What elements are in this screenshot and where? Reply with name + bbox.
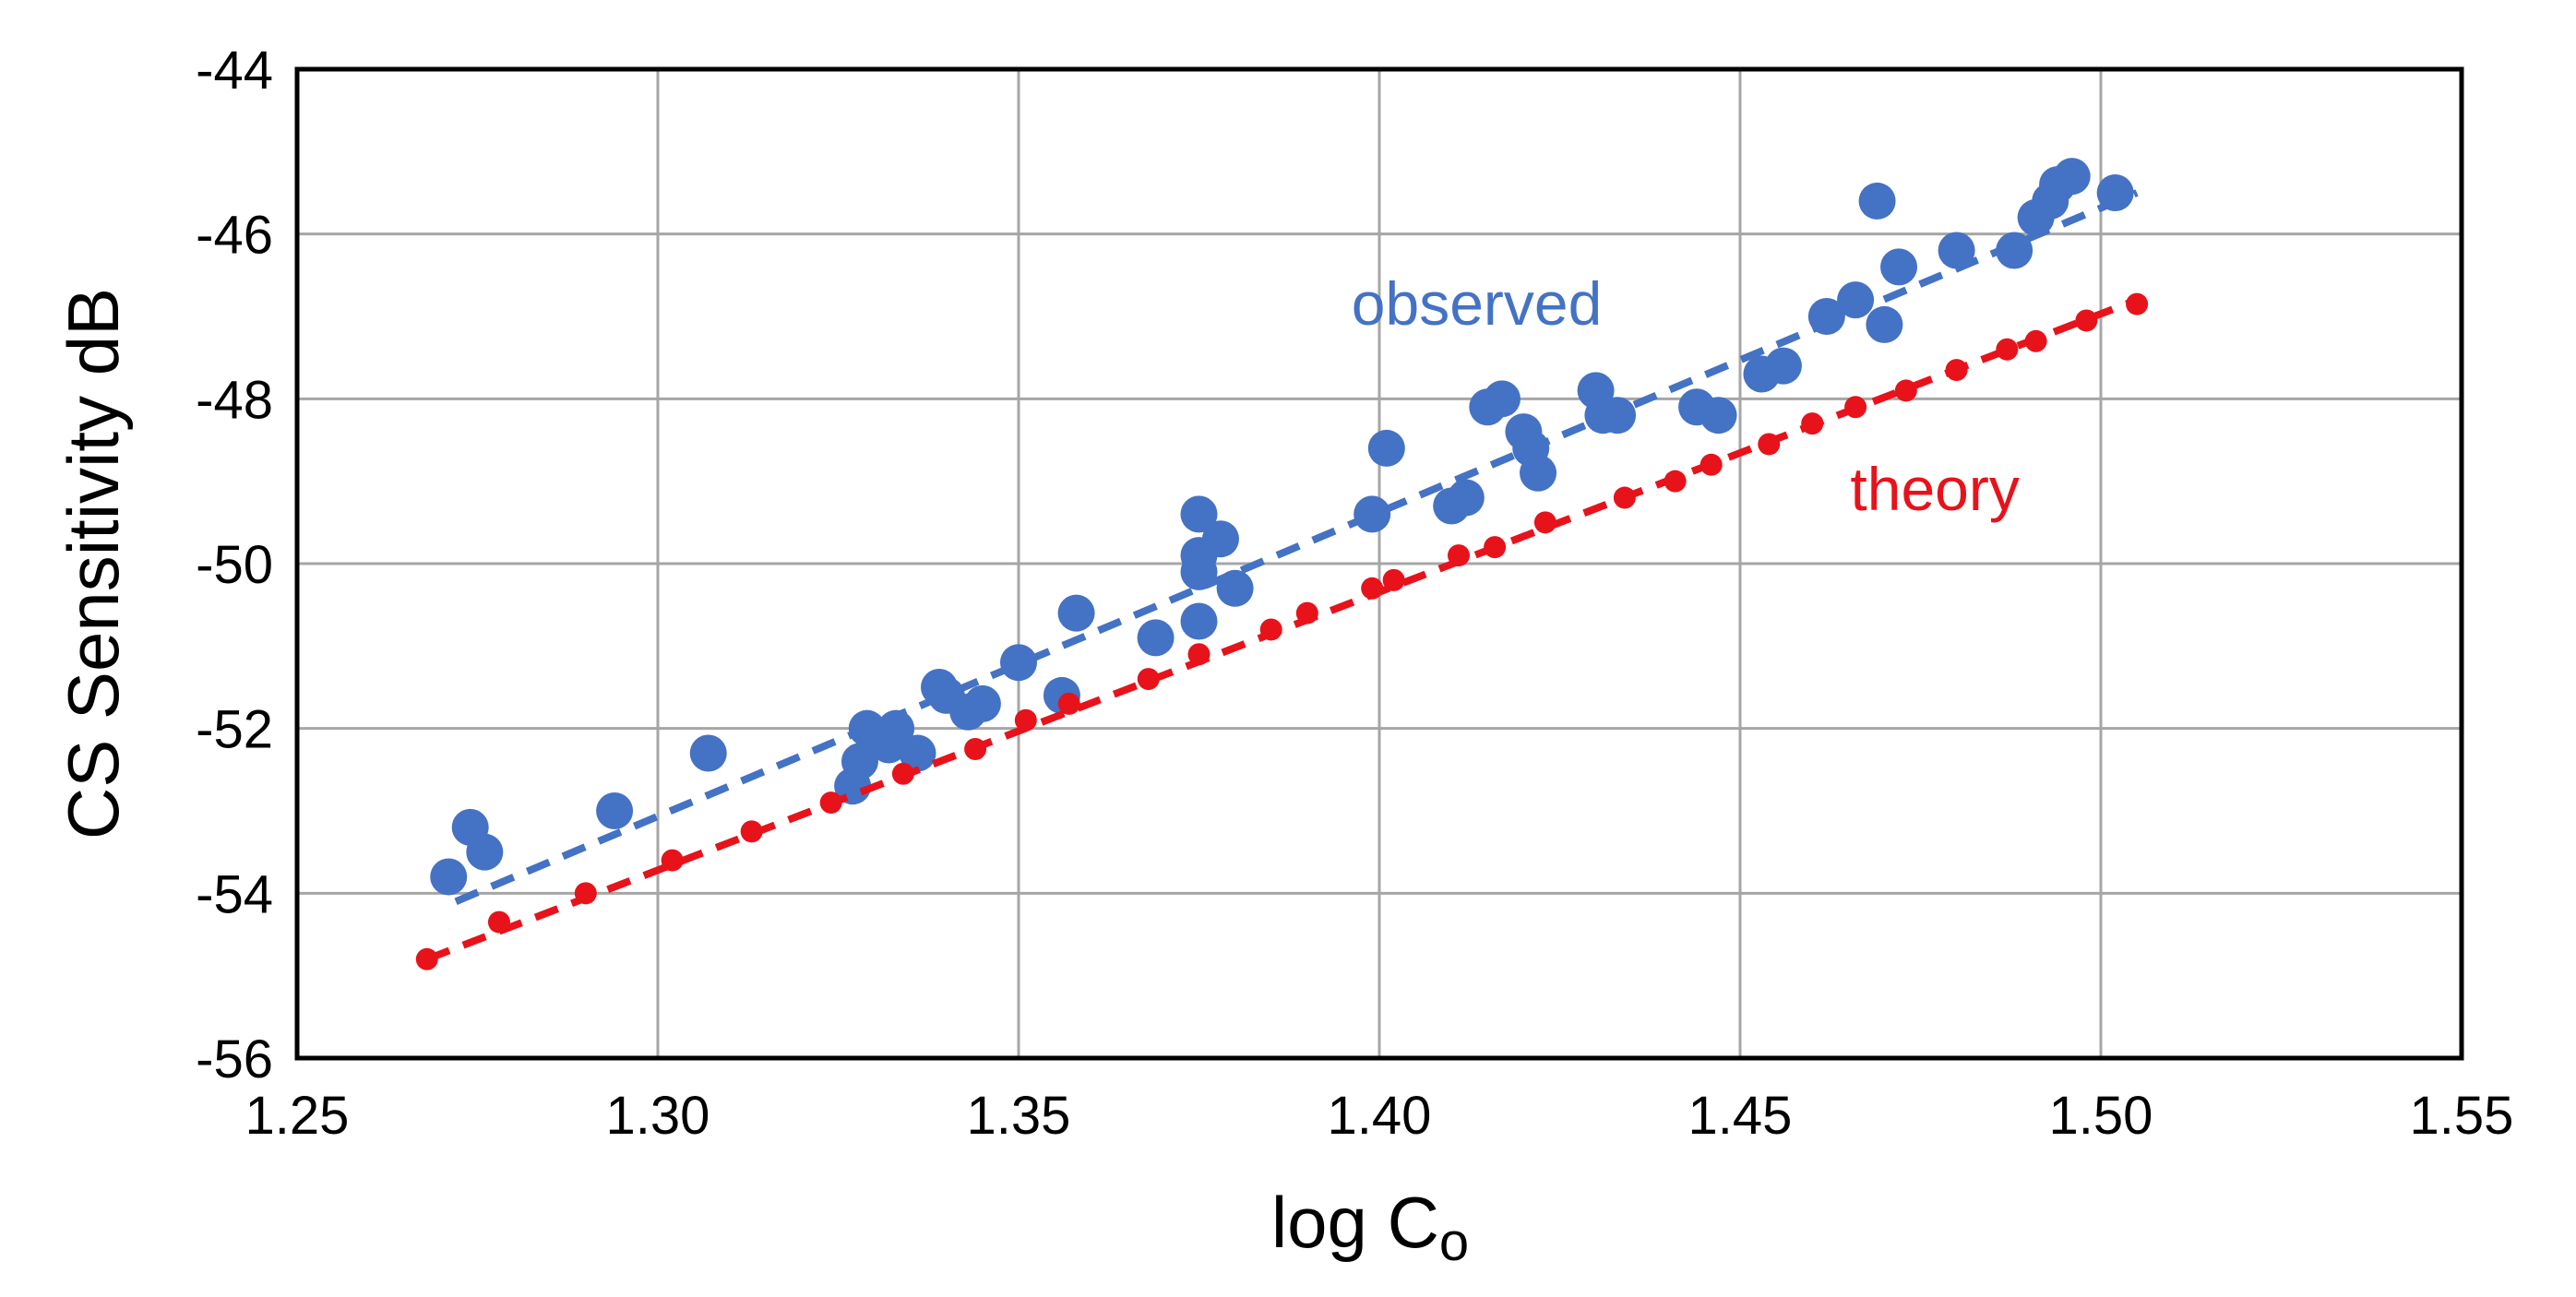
theory-data-point <box>1894 379 1917 402</box>
theory-data-point <box>1057 692 1080 715</box>
theory-data-point <box>1295 601 1318 625</box>
observed-data-point <box>1367 429 1405 467</box>
x-axis-title: log Co <box>1271 1182 1469 1272</box>
y-tick-label: -56 <box>196 1029 273 1089</box>
series-label-theory: theory <box>1850 455 2019 523</box>
y-tick-label: -48 <box>196 370 273 430</box>
observed-data-point <box>1699 397 1737 434</box>
series-theory <box>415 292 2149 970</box>
y-tick-label: -46 <box>196 206 273 266</box>
x-tick-label: 1.25 <box>245 1086 350 1146</box>
grid-lines <box>297 69 2462 1058</box>
observed-data-point <box>1201 520 1239 558</box>
observed-data-point <box>2096 174 2134 211</box>
x-axis-title-main: log C <box>1271 1182 1439 1263</box>
observed-data-point <box>877 709 915 747</box>
theory-data-point <box>1945 359 1968 382</box>
theory-data-point <box>1533 511 1556 534</box>
plot-area-frame <box>294 66 2464 1061</box>
observed-data-point <box>1996 232 2033 269</box>
tick-labels: 1.25 1.30 1.35 1.40 1.45 1.50 1.55 -44 -46 -48 -50… <box>196 41 2513 1146</box>
observed-data-point <box>1938 232 1975 269</box>
theory-data-point <box>1844 396 1867 419</box>
theory-data-point <box>891 762 914 785</box>
observed-data-point <box>1447 479 1485 517</box>
observed-data-point <box>1180 495 1218 533</box>
theory-data-point <box>1996 338 2019 361</box>
theory-data-point <box>1448 544 1471 567</box>
observed-data-point <box>2053 158 2091 196</box>
observed-data-point <box>596 792 634 829</box>
theory-data-point <box>1137 668 1160 691</box>
observed-data-point <box>1180 602 1218 640</box>
observed-data-point <box>1137 619 1175 657</box>
y-tick-label: -52 <box>196 700 273 760</box>
x-tick-label: 1.35 <box>967 1086 1071 1146</box>
theory-data-point <box>1014 708 1037 732</box>
theory-data-point <box>1801 412 1824 435</box>
theory-data-point <box>1361 577 1384 600</box>
observed-data-point <box>1807 298 1845 335</box>
x-axis-title-subscript: o <box>1439 1212 1469 1272</box>
observed-data-point <box>1354 495 1391 533</box>
observed-data-point <box>1837 281 1875 319</box>
observed-data-point <box>1866 305 1903 343</box>
observed-data-point <box>1216 569 1254 607</box>
observed-data-point <box>466 833 504 871</box>
observed-data-point <box>1764 347 1802 385</box>
theory-data-point <box>2126 292 2149 315</box>
theory-data-point <box>1664 470 1687 493</box>
theory-data-point <box>1613 486 1636 509</box>
series-label-observed: observed <box>1352 269 1603 338</box>
observed-data-point <box>841 743 878 780</box>
x-tick-label: 1.30 <box>606 1086 710 1146</box>
theory-data-point <box>819 791 842 815</box>
observed-data-point <box>1858 182 1896 220</box>
observed-data-point <box>1057 594 1095 632</box>
theory-data-point <box>574 882 597 905</box>
x-tick-label: 1.40 <box>1328 1086 1432 1146</box>
y-tick-label: -54 <box>196 864 273 924</box>
theory-data-point <box>964 738 987 760</box>
theory-data-point <box>1187 643 1210 666</box>
observed-data-point <box>899 734 936 772</box>
series-observed <box>430 158 2139 905</box>
observed-data-point <box>1599 397 1637 434</box>
theory-data-point <box>1484 536 1507 559</box>
y-axis-title: CS Sensitivity dB <box>53 288 134 839</box>
theory-data-point <box>740 820 763 843</box>
theory-data-point <box>1259 618 1282 641</box>
theory-data-point <box>2024 329 2047 352</box>
y-tick-label: -50 <box>196 535 273 595</box>
observed-data-point <box>963 684 1001 722</box>
observed-data-point <box>1880 248 1918 286</box>
theory-data-point <box>2075 309 2098 332</box>
theory-data-point <box>487 910 510 934</box>
theory-data-point <box>1699 453 1723 476</box>
theory-data-point <box>1758 433 1781 456</box>
x-tick-label: 1.55 <box>2410 1086 2514 1146</box>
observed-data-point <box>1520 454 1557 492</box>
x-tick-label: 1.50 <box>2049 1086 2153 1146</box>
observed-data-point <box>1483 380 1521 418</box>
observed-data-point <box>1000 644 1037 682</box>
theory-data-point <box>661 849 684 872</box>
observed-data-point <box>430 858 468 896</box>
y-tick-label: -44 <box>196 41 273 101</box>
series-layer <box>415 158 2149 970</box>
observed-data-point <box>1180 553 1218 590</box>
x-tick-label: 1.45 <box>1688 1086 1793 1146</box>
theory-data-point <box>1382 568 1405 591</box>
observed-data-point <box>689 734 727 772</box>
theory-data-point <box>415 947 438 970</box>
